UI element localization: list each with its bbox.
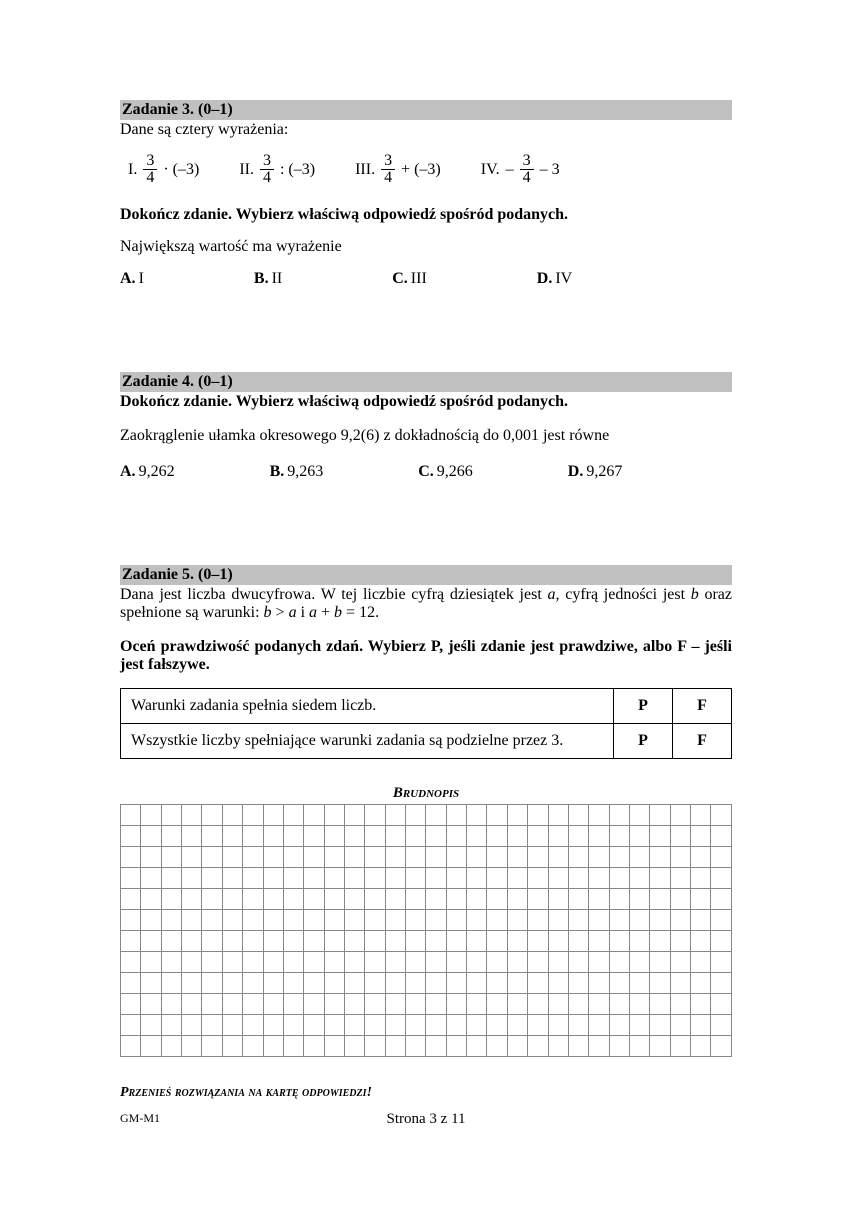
task5-instruction: Oceń prawdziwość podanych zdań. Wybierz … bbox=[120, 638, 732, 674]
fraction: 3 4 bbox=[260, 153, 274, 186]
fraction: 3 4 bbox=[520, 153, 534, 186]
task4-instruction: Dokończ zdanie. Wybierz właściwą odpowie… bbox=[120, 393, 732, 411]
task3-header: Zadanie 3. (0–1) bbox=[120, 100, 732, 120]
option-d[interactable]: D.9,267 bbox=[568, 463, 623, 481]
neg-sign: – bbox=[506, 161, 514, 179]
expr-tail: + (–3) bbox=[401, 161, 441, 179]
task4-question: Zaokrąglenie ułamka okresowego 9,2(6) z … bbox=[120, 427, 732, 445]
doc-code: GM-M1 bbox=[120, 1111, 160, 1128]
expr-3: III. 3 4 + (–3) bbox=[355, 153, 441, 186]
option-b[interactable]: B.II bbox=[254, 270, 282, 288]
brudnopis-title: Brudnopis bbox=[120, 785, 732, 802]
statement-cell: Wszystkie liczby spełniające warunki zad… bbox=[121, 724, 614, 759]
expr-1: I. 3 4 · (–3) bbox=[128, 153, 199, 186]
table-row: Warunki zadania spełnia siedem liczb. P … bbox=[121, 689, 732, 724]
task5-intro: Dana jest liczba dwucyfrowa. W tej liczb… bbox=[120, 586, 732, 622]
expr-2: II. 3 4 : (–3) bbox=[239, 153, 315, 186]
transfer-note: Przenieś rozwiązania na kartę odpowiedzi… bbox=[120, 1085, 732, 1101]
expr-tail: : (–3) bbox=[280, 161, 315, 179]
expr-label: III. bbox=[355, 161, 375, 179]
f-cell[interactable]: F bbox=[673, 689, 732, 724]
expr-label: II. bbox=[239, 161, 254, 179]
task4-header: Zadanie 4. (0–1) bbox=[120, 372, 732, 392]
page-number: Strona 3 z 11 bbox=[160, 1111, 692, 1128]
fraction: 3 4 bbox=[143, 153, 157, 186]
statement-cell: Warunki zadania spełnia siedem liczb. bbox=[121, 689, 614, 724]
task3-intro: Dane są cztery wyrażenia: bbox=[120, 121, 732, 139]
task4-answers: A.9,262 B.9,263 C.9,266 D.9,267 bbox=[120, 463, 732, 481]
task3-expressions: I. 3 4 · (–3) II. 3 4 : (–3) III. 3 4 + … bbox=[128, 153, 732, 186]
option-b[interactable]: B.9,263 bbox=[270, 463, 324, 481]
task3-answers: A.I B.II C.III D.IV bbox=[120, 270, 732, 288]
option-a[interactable]: A.9,262 bbox=[120, 463, 175, 481]
p-cell[interactable]: P bbox=[614, 724, 673, 759]
brudnopis-grid bbox=[120, 804, 732, 1057]
fraction: 3 4 bbox=[381, 153, 395, 186]
exam-page: Zadanie 3. (0–1) Dane są cztery wyrażeni… bbox=[0, 0, 852, 1205]
f-cell[interactable]: F bbox=[673, 724, 732, 759]
expr-label: IV. bbox=[481, 161, 500, 179]
expr-tail: – 3 bbox=[540, 161, 560, 179]
task3-question: Największą wartość ma wyrażenie bbox=[120, 238, 732, 256]
task3-instruction: Dokończ zdanie. Wybierz właściwą odpowie… bbox=[120, 206, 732, 224]
p-cell[interactable]: P bbox=[614, 689, 673, 724]
option-c[interactable]: C.III bbox=[392, 270, 427, 288]
expr-4: IV. – 3 4 – 3 bbox=[481, 153, 560, 186]
option-a[interactable]: A.I bbox=[120, 270, 144, 288]
option-c[interactable]: C.9,266 bbox=[418, 463, 473, 481]
task5-header: Zadanie 5. (0–1) bbox=[120, 565, 732, 585]
table-row: Wszystkie liczby spełniające warunki zad… bbox=[121, 724, 732, 759]
pf-table: Warunki zadania spełnia siedem liczb. P … bbox=[120, 688, 732, 759]
expr-tail: · (–3) bbox=[163, 161, 199, 179]
page-footer: GM-M1 Strona 3 z 11 bbox=[120, 1111, 732, 1128]
option-d[interactable]: D.IV bbox=[537, 270, 572, 288]
expr-label: I. bbox=[128, 161, 137, 179]
